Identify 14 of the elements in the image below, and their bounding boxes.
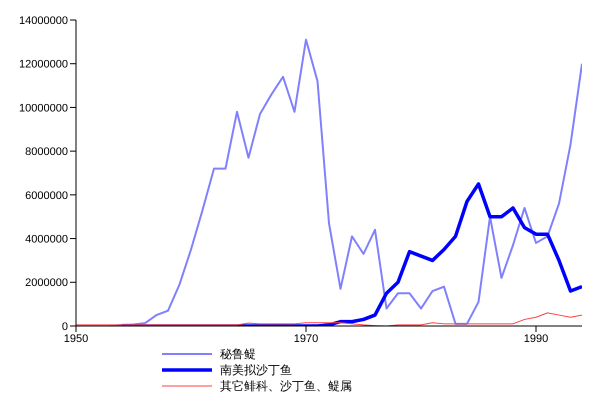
- y-tick-label: 14000000: [19, 14, 68, 27]
- y-tick-label: 4000000: [25, 233, 68, 246]
- legend-label: 其它鲱科、沙丁鱼、鳀属: [220, 378, 352, 394]
- x-tick-label: 1990: [524, 332, 548, 345]
- y-tick-label: 12000000: [19, 58, 68, 71]
- legend-label: 秘鲁鳀: [220, 346, 256, 362]
- x-tick-label: 1970: [294, 332, 318, 345]
- y-tick-label: 2000000: [25, 277, 68, 290]
- y-tick-label: 10000000: [19, 102, 68, 114]
- y-tick-label: 6000000: [25, 190, 68, 202]
- y-tick-label: 0: [62, 320, 68, 333]
- y-tick-label: 8000000: [25, 146, 68, 158]
- legend-label: 南美拟沙丁鱼: [220, 362, 292, 378]
- x-tick-label: 1950: [64, 332, 88, 345]
